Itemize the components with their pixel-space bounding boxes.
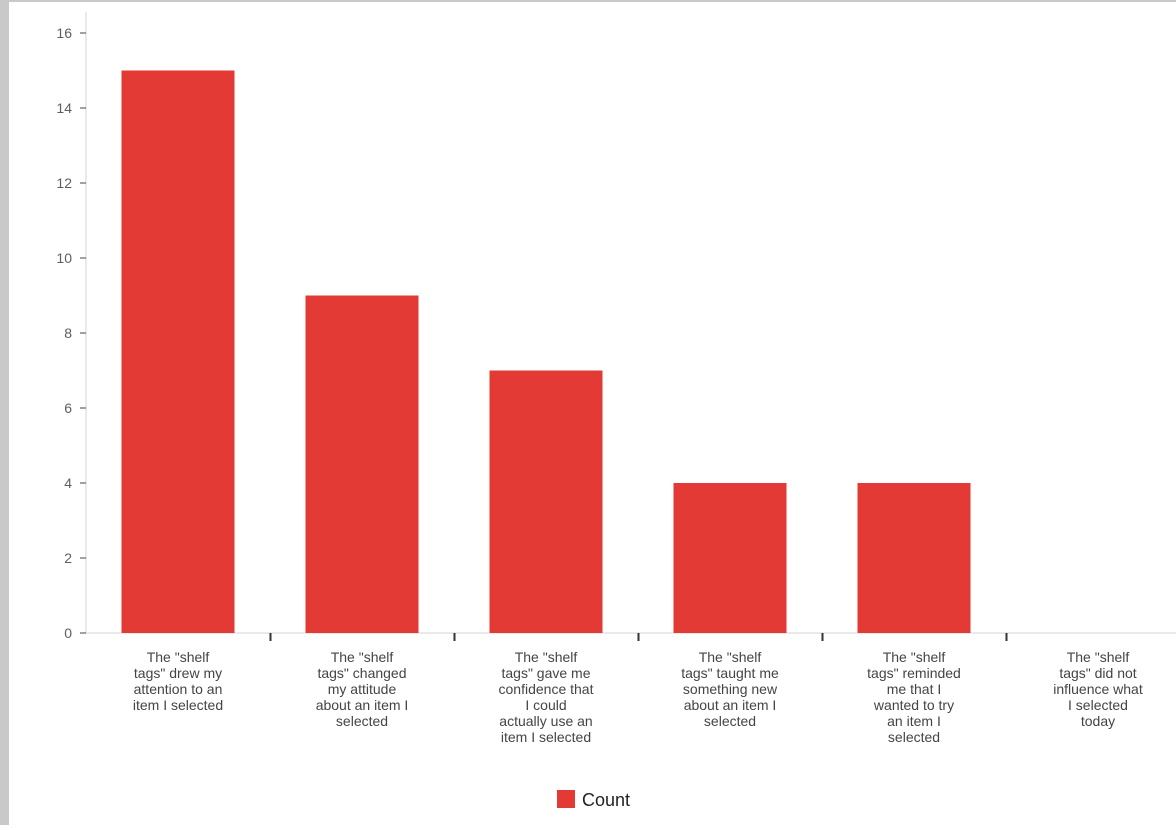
x-category-label-line: tags" gave me	[501, 665, 590, 681]
x-category-label-line: selected	[336, 713, 388, 729]
x-axis-labels: The "shelf tags" drew my attention to an it…	[133, 649, 1143, 745]
x-category-label-line: The "shelf	[1067, 649, 1130, 665]
y-axis: 0 2 4 6 8 10 12 14 16	[56, 12, 87, 641]
legend-swatch-count	[557, 790, 575, 808]
x-category-label-line: something new	[683, 681, 778, 697]
x-category-label-line: The "shelf	[515, 649, 578, 665]
x-axis	[86, 632, 1176, 641]
y-tick-label: 8	[64, 325, 72, 341]
x-category-label-line: me that I	[887, 681, 941, 697]
legend: Count	[557, 790, 630, 810]
x-category-label-line: confidence that	[499, 681, 594, 697]
x-category-label: The "shelf tags" taught me something new ab…	[681, 649, 779, 729]
x-category-label: The "shelf tags" drew my attention to an it…	[133, 649, 223, 713]
x-category-label-line: about an item I	[684, 697, 777, 713]
x-category-label-line: tags" reminded	[867, 665, 961, 681]
x-category-label-line: I selected	[1068, 697, 1128, 713]
bar-2	[305, 295, 419, 633]
y-tick-label: 10	[56, 250, 72, 266]
y-tick-label: 12	[56, 175, 72, 191]
window-frame-left	[0, 0, 9, 825]
y-tick-label: 14	[56, 100, 72, 116]
x-category-label-line: selected	[888, 729, 940, 745]
x-category-label-line: The "shelf	[147, 649, 210, 665]
x-category-label: The "shelf tags" gave me confidence that I …	[499, 649, 594, 745]
y-tick-label: 0	[64, 625, 72, 641]
y-tick-label: 4	[64, 475, 72, 491]
x-category-label-line: attention to an	[134, 681, 223, 697]
x-category-label: The "shelf tags" did not influence what I s…	[1053, 649, 1143, 729]
x-category-label: The "shelf tags" changed my attitude about …	[316, 649, 409, 729]
x-category-label-line: I could	[525, 697, 566, 713]
x-category-label-line: item I selected	[133, 697, 223, 713]
x-category-label-line: wanted to try	[873, 697, 954, 713]
bar-4	[673, 483, 787, 633]
x-category-label-line: The "shelf	[331, 649, 394, 665]
x-category-label-line: tags" did not	[1059, 665, 1136, 681]
y-tick-label: 2	[64, 550, 72, 566]
x-category-label-line: my attitude	[328, 681, 397, 697]
bar-3	[489, 370, 603, 633]
x-category-label-line: tags" taught me	[681, 665, 779, 681]
x-category-label-line: an item I	[887, 713, 941, 729]
x-category-label-line: selected	[704, 713, 756, 729]
bar-1	[121, 70, 235, 633]
x-category-label-line: tags" changed	[317, 665, 406, 681]
bars	[121, 70, 971, 633]
x-category-label-line: today	[1081, 713, 1115, 729]
bar-5	[857, 483, 971, 633]
x-category-label-line: item I selected	[501, 729, 591, 745]
y-tick-label: 6	[64, 400, 72, 416]
x-category-label-line: The "shelf	[699, 649, 762, 665]
x-category-label-line: The "shelf	[883, 649, 946, 665]
x-category-label-line: influence what	[1053, 681, 1143, 697]
y-tick-label: 16	[56, 25, 72, 41]
x-category-label-line: actually use an	[499, 713, 592, 729]
x-category-label-line: about an item I	[316, 697, 409, 713]
legend-label-count: Count	[582, 790, 630, 810]
window-frame-top	[0, 0, 1176, 2]
x-category-label-line: tags" drew my	[134, 665, 222, 681]
